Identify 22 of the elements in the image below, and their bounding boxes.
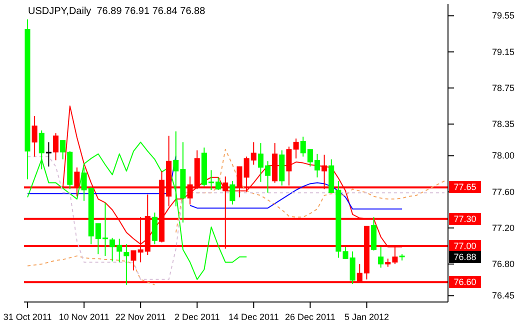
- y-tick-label: 76.80: [492, 259, 515, 270]
- chart-title: USDJPY,Daily 76.89 76.91 76.84 76.88: [28, 6, 206, 17]
- x-tick-label: 5 Jan 2012: [344, 312, 390, 320]
- y-tick-label: 77.60: [492, 186, 515, 197]
- y-tick-label: 79.15: [492, 46, 515, 57]
- y-tick-label: 76.45: [492, 290, 515, 301]
- x-tick-label: 2 Dec 2011: [174, 312, 220, 320]
- text: 76.88: [449, 250, 481, 263]
- y-tick-label: 79.55: [492, 10, 515, 21]
- y-tick-label: 78.00: [492, 150, 515, 161]
- ref-line-label: 76.60: [449, 276, 481, 288]
- y-tick-label: 78.35: [492, 119, 515, 130]
- x-tick-label: 10 Nov 2011: [58, 312, 110, 320]
- x-tick-label: 14 Dec 2011: [228, 312, 279, 320]
- ref-line-label: 77.65: [449, 181, 481, 194]
- y-tick-label: 77.20: [492, 222, 515, 233]
- ref-line-label: 77.30: [449, 212, 481, 225]
- x-tick-label: 31 Oct 2011: [3, 312, 52, 320]
- x-tick-label: 22 Nov 2011: [115, 312, 166, 320]
- y-tick-label: 78.75: [492, 82, 515, 93]
- ref-line-label: 77.00: [449, 240, 481, 252]
- x-tick-label: 26 Dec 2011: [285, 312, 336, 320]
